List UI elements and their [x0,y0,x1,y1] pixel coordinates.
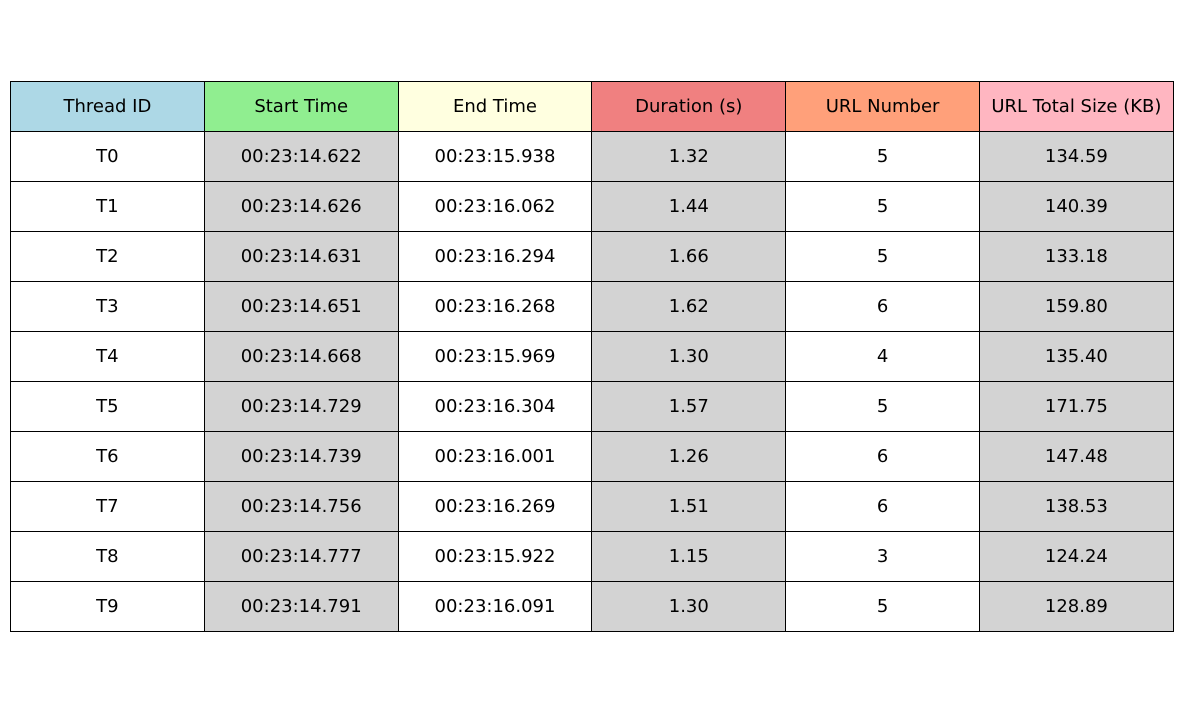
cell-end-time: 00:23:16.268 [397,281,593,332]
cell-thread-id: T4 [10,331,205,382]
cell-end-time: 00:23:16.062 [397,181,593,232]
table-row: T8 00:23:14.777 00:23:15.922 1.15 3 124.24 [10,531,1174,582]
header-thread-id: Thread ID [10,81,205,132]
cell-thread-id: T2 [10,231,205,282]
cell-url-number: 5 [785,581,980,632]
cell-url-number: 5 [785,381,980,432]
header-start-time: Start Time [203,81,399,132]
table-row: T0 00:23:14.622 00:23:15.938 1.32 5 134.59 [10,131,1174,182]
cell-url-number: 6 [785,431,980,482]
header-end-time: End Time [397,81,593,132]
header-url-total-size: URL Total Size (KB) [978,81,1174,132]
cell-thread-id: T0 [10,131,205,182]
cell-url-total-size: 133.18 [978,231,1174,282]
cell-url-total-size: 128.89 [978,581,1174,632]
thread-timing-table: Thread ID Start Time End Time Duration (… [10,81,1174,632]
cell-start-time: 00:23:14.668 [203,331,399,382]
table-row: T9 00:23:14.791 00:23:16.091 1.30 5 128.89 [10,581,1174,632]
cell-url-total-size: 140.39 [978,181,1174,232]
cell-duration: 1.32 [591,131,787,182]
cell-thread-id: T3 [10,281,205,332]
cell-url-total-size: 138.53 [978,481,1174,532]
cell-end-time: 00:23:16.091 [397,581,593,632]
cell-url-number: 3 [785,531,980,582]
table-row: T7 00:23:14.756 00:23:16.269 1.51 6 138.53 [10,481,1174,532]
table-body: T0 00:23:14.622 00:23:15.938 1.32 5 134.59 T1 0… [10,131,1174,632]
cell-url-number: 4 [785,331,980,382]
cell-thread-id: T1 [10,181,205,232]
cell-duration: 1.26 [591,431,787,482]
cell-thread-id: T8 [10,531,205,582]
cell-url-total-size: 124.24 [978,531,1174,582]
cell-thread-id: T7 [10,481,205,532]
cell-url-total-size: 135.40 [978,331,1174,382]
cell-end-time: 00:23:16.269 [397,481,593,532]
thread-table-container: Thread ID Start Time End Time Duration (… [10,81,1174,632]
cell-start-time: 00:23:14.622 [203,131,399,182]
header-row: Thread ID Start Time End Time Duration (… [10,81,1174,132]
header-duration: Duration (s) [591,81,787,132]
table-row: T4 00:23:14.668 00:23:15.969 1.30 4 135.40 [10,331,1174,382]
cell-url-number: 5 [785,231,980,282]
cell-end-time: 00:23:16.001 [397,431,593,482]
cell-url-total-size: 171.75 [978,381,1174,432]
cell-duration: 1.51 [591,481,787,532]
cell-start-time: 00:23:14.777 [203,531,399,582]
table-row: T2 00:23:14.631 00:23:16.294 1.66 5 133.18 [10,231,1174,282]
table-row: T5 00:23:14.729 00:23:16.304 1.57 5 171.75 [10,381,1174,432]
cell-duration: 1.62 [591,281,787,332]
cell-start-time: 00:23:14.729 [203,381,399,432]
cell-url-total-size: 159.80 [978,281,1174,332]
cell-duration: 1.30 [591,331,787,382]
cell-url-number: 5 [785,181,980,232]
cell-end-time: 00:23:15.922 [397,531,593,582]
header-url-number: URL Number [785,81,980,132]
cell-thread-id: T5 [10,381,205,432]
cell-duration: 1.57 [591,381,787,432]
cell-duration: 1.15 [591,531,787,582]
cell-thread-id: T9 [10,581,205,632]
cell-start-time: 00:23:14.651 [203,281,399,332]
cell-start-time: 00:23:14.756 [203,481,399,532]
cell-start-time: 00:23:14.791 [203,581,399,632]
cell-end-time: 00:23:15.969 [397,331,593,382]
cell-end-time: 00:23:16.304 [397,381,593,432]
cell-start-time: 00:23:14.631 [203,231,399,282]
table-row: T3 00:23:14.651 00:23:16.268 1.62 6 159.80 [10,281,1174,332]
cell-start-time: 00:23:14.626 [203,181,399,232]
table-row: T6 00:23:14.739 00:23:16.001 1.26 6 147.48 [10,431,1174,482]
cell-url-number: 6 [785,281,980,332]
table-row: T1 00:23:14.626 00:23:16.062 1.44 5 140.39 [10,181,1174,232]
cell-duration: 1.66 [591,231,787,282]
cell-duration: 1.30 [591,581,787,632]
cell-url-total-size: 147.48 [978,431,1174,482]
cell-start-time: 00:23:14.739 [203,431,399,482]
cell-end-time: 00:23:16.294 [397,231,593,282]
cell-duration: 1.44 [591,181,787,232]
cell-url-number: 5 [785,131,980,182]
cell-thread-id: T6 [10,431,205,482]
cell-url-number: 6 [785,481,980,532]
cell-end-time: 00:23:15.938 [397,131,593,182]
cell-url-total-size: 134.59 [978,131,1174,182]
